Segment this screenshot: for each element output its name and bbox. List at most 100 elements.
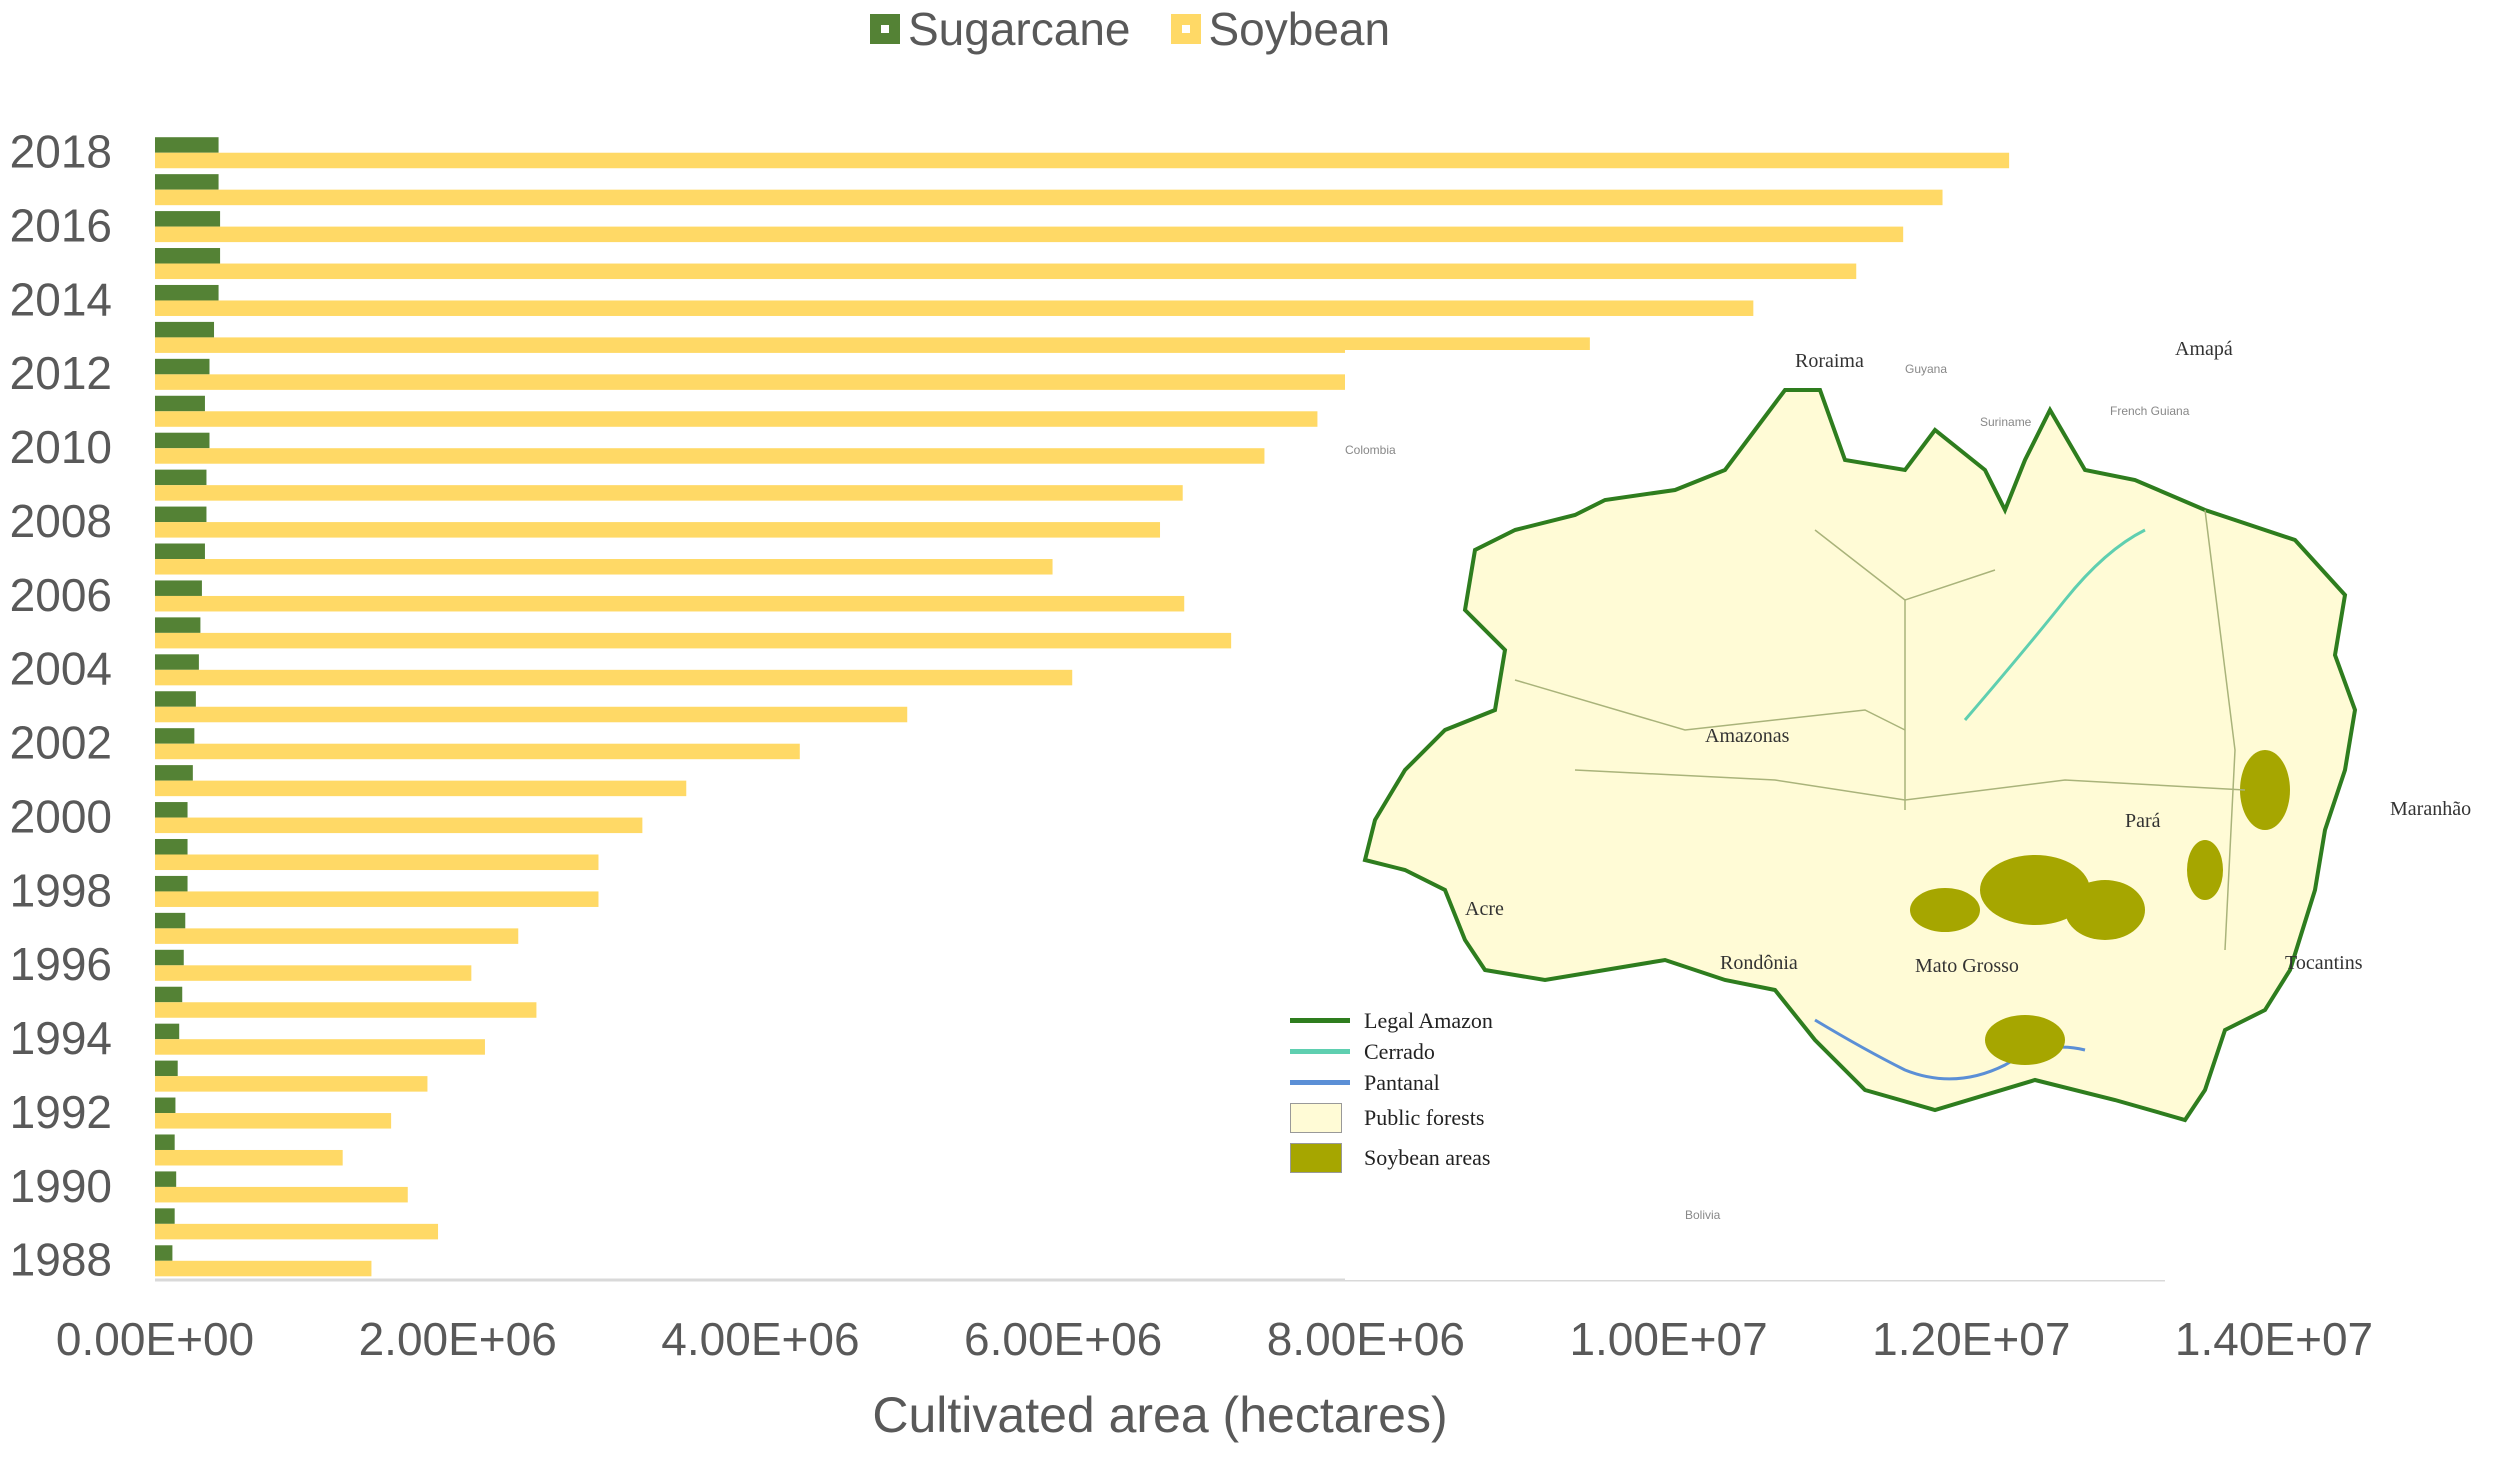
bar-soybean-1994 <box>155 1039 485 1055</box>
bar-sugarcane-1997 <box>155 912 186 929</box>
y-tick-label-1988: 1988 <box>10 1234 112 1286</box>
map-country-guyana: Guyana <box>1905 362 1948 376</box>
bar-soybean-2016 <box>155 226 1904 243</box>
map-legend-item-pantanal: Pantanal <box>1290 1067 1493 1098</box>
map-label-amapa: Amapá <box>2175 338 2233 360</box>
map-label-rondonia: Rondônia <box>1720 952 1798 974</box>
bar-soybean-2002 <box>155 743 800 760</box>
x-tick-label-5: 1.00E+07 <box>1569 1313 1767 1365</box>
map-country-colombia: Colombia <box>1345 443 1396 457</box>
bar-sugarcane-2009 <box>155 469 207 486</box>
bar-soybean-1995 <box>155 1002 537 1018</box>
y-tick-label-1990: 1990 <box>10 1160 112 1212</box>
map-legend-label: Pantanal <box>1364 1069 1440 1095</box>
map-legend-label: Cerrado <box>1364 1038 1435 1064</box>
x-tick-label-4: 8.00E+06 <box>1267 1313 1465 1365</box>
bar-soybean-2013 <box>155 337 1590 353</box>
bar-sugarcane-2012 <box>155 358 210 375</box>
bar-soybean-2007 <box>155 559 1053 575</box>
bar-sugarcane-2007 <box>155 543 205 560</box>
bar-soybean-2010 <box>155 448 1265 464</box>
bar-soybean-1999 <box>155 854 599 871</box>
y-tick-label-1998: 1998 <box>10 864 112 916</box>
bar-sugarcane-2000 <box>155 802 188 818</box>
bar-soybean-1997 <box>155 928 519 944</box>
map-label-roraima: Roraima <box>1795 350 1864 372</box>
map-legend-label: Soybean areas <box>1364 1145 1491 1170</box>
bar-sugarcane-1989 <box>155 1208 175 1224</box>
legend-item-soybean: Soybean <box>1170 2 1391 56</box>
bar-soybean-2001 <box>155 780 687 797</box>
y-tick-label-2012: 2012 <box>10 347 112 399</box>
bar-sugarcane-2018 <box>155 137 219 153</box>
bar-sugarcane-2011 <box>155 395 205 412</box>
x-tick-label-6: 1.20E+07 <box>1872 1313 2070 1365</box>
y-tick-label-2014: 2014 <box>10 273 112 325</box>
x-tick-label-1: 2.00E+06 <box>359 1313 557 1365</box>
bar-soybean-1990 <box>155 1186 408 1203</box>
bar-soybean-1992 <box>155 1113 392 1129</box>
bar-soybean-2003 <box>155 706 908 723</box>
bar-soybean-2006 <box>155 595 1185 612</box>
y-tick-label-2018: 2018 <box>10 126 112 178</box>
bar-sugarcane-1998 <box>155 875 188 892</box>
legal-amazon-map <box>1362 388 2358 1123</box>
bar-sugarcane-2006 <box>155 580 202 596</box>
bar-soybean-2017 <box>155 189 1943 206</box>
x-tick-label-3: 6.00E+06 <box>964 1313 1162 1365</box>
bar-sugarcane-2008 <box>155 506 207 523</box>
map-label-amazonas: Amazonas <box>1705 725 1790 747</box>
map-legend-label: Legal Amazon <box>1364 1007 1493 1033</box>
bar-soybean-2008 <box>155 522 1161 538</box>
soybean-areas-swatch-icon <box>1290 1143 1342 1173</box>
map-label-para: Pará <box>2125 810 2161 832</box>
bar-sugarcane-1990 <box>155 1171 177 1187</box>
bar-soybean-2004 <box>155 669 1073 686</box>
bar-sugarcane-1995 <box>155 986 183 1003</box>
bar-soybean-2009 <box>155 485 1183 501</box>
bar-soybean-1998 <box>155 891 599 907</box>
map-legend-item-legal-amazon: Legal Amazon <box>1290 1005 1493 1036</box>
legend-label-sugarcane: Sugarcane <box>908 3 1131 55</box>
bar-soybean-2015 <box>155 263 1857 280</box>
chart-legend: Sugarcane Soybean <box>870 2 1390 56</box>
x-tick-label-7: 1.40E+07 <box>2175 1313 2373 1365</box>
bar-sugarcane-2015 <box>155 248 221 264</box>
legend-label-soybean: Soybean <box>1208 3 1391 55</box>
legal-amazon-line-icon <box>1290 1018 1350 1023</box>
map-label-tocantins: Tocantins <box>2285 952 2363 974</box>
bar-sugarcane-2014 <box>155 284 219 301</box>
bar-sugarcane-1996 <box>155 949 184 966</box>
cerrado-line-icon <box>1290 1049 1350 1054</box>
x-tick-label-0: 0.00E+00 <box>56 1313 254 1365</box>
bar-soybean-1996 <box>155 965 472 981</box>
bar-soybean-2000 <box>155 817 643 834</box>
bar-sugarcane-1988 <box>155 1245 173 1261</box>
bar-soybean-2014 <box>155 300 1754 316</box>
bar-soybean-2011 <box>155 411 1318 427</box>
y-tick-label-2010: 2010 <box>10 421 112 473</box>
bar-sugarcane-2002 <box>155 728 195 744</box>
map-inset: Roraima Amapá Amazonas Pará Maranhão Acr… <box>1345 338 2505 1280</box>
map-country-french-guiana: French Guiana <box>2110 404 2190 418</box>
bar-sugarcane-1992 <box>155 1097 176 1114</box>
map-country-bolivia: Bolivia <box>1685 1208 1721 1222</box>
y-tick-label-1994: 1994 <box>10 1012 112 1064</box>
map-legend-label: Public forests <box>1364 1105 1485 1130</box>
map-legend-item-public-forests: Public forests <box>1290 1098 1493 1138</box>
map-label-mato-grosso: Mato Grosso <box>1915 955 2019 977</box>
bar-sugarcane-2001 <box>155 765 193 781</box>
bar-sugarcane-2010 <box>155 432 210 449</box>
map-legend-item-cerrado: Cerrado <box>1290 1036 1493 1067</box>
bar-soybean-2018 <box>155 152 2010 169</box>
legend-item-sugarcane: Sugarcane <box>870 2 1131 56</box>
pantanal-line-icon <box>1290 1080 1350 1085</box>
bar-soybean-2005 <box>155 632 1232 649</box>
bar-sugarcane-2016 <box>155 211 221 227</box>
sugarcane-swatch-icon <box>870 14 900 44</box>
bar-sugarcane-2013 <box>155 321 215 338</box>
bar-sugarcane-1994 <box>155 1023 180 1040</box>
bar-sugarcane-1999 <box>155 838 188 855</box>
y-tick-label-2000: 2000 <box>10 790 112 842</box>
